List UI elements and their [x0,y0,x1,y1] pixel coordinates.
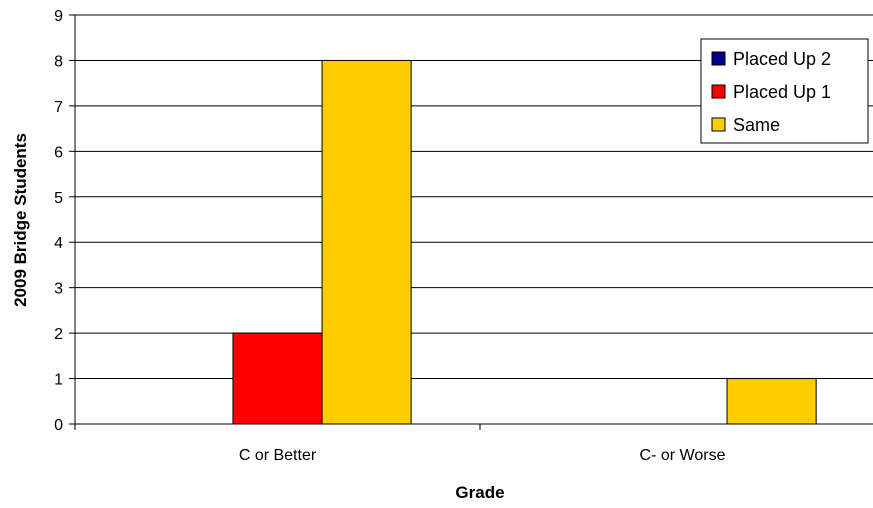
x-axis-title: Grade [455,483,504,502]
y-tick-label: 5 [54,190,63,207]
legend: Placed Up 2 Placed Up 1 Same [700,38,869,144]
gridlines [75,14,873,380]
x-ticks: C or Better C- or Worse [74,424,726,464]
y-tick-label: 7 [54,99,63,116]
legend-box [700,38,869,144]
x-tick-label: C- or Worse [640,447,726,464]
bar [232,332,323,425]
legend-label: Placed Up 2 [733,49,831,69]
bar [321,59,412,425]
y-tick-label: 9 [54,8,63,25]
y-tick-label: 4 [54,235,63,252]
y-tick-label: 1 [54,372,63,389]
y-tick-label: 0 [54,417,63,434]
legend-swatch [711,117,726,132]
bars [232,59,817,425]
y-tick-label: 3 [54,281,63,298]
y-ticks: 0 1 2 3 4 5 6 7 8 9 [54,8,75,434]
y-tick-label: 6 [54,144,63,161]
legend-label: Placed Up 1 [733,82,831,102]
y-tick-label: 8 [54,53,63,70]
x-tick-label: C or Better [239,447,317,464]
legend-swatch [711,84,726,99]
y-tick-label: 2 [54,326,63,343]
y-axis-title: 2009 Bridge Students [11,133,30,307]
bar [726,378,817,425]
legend-label: Same [733,115,780,135]
legend-swatch [711,51,726,66]
